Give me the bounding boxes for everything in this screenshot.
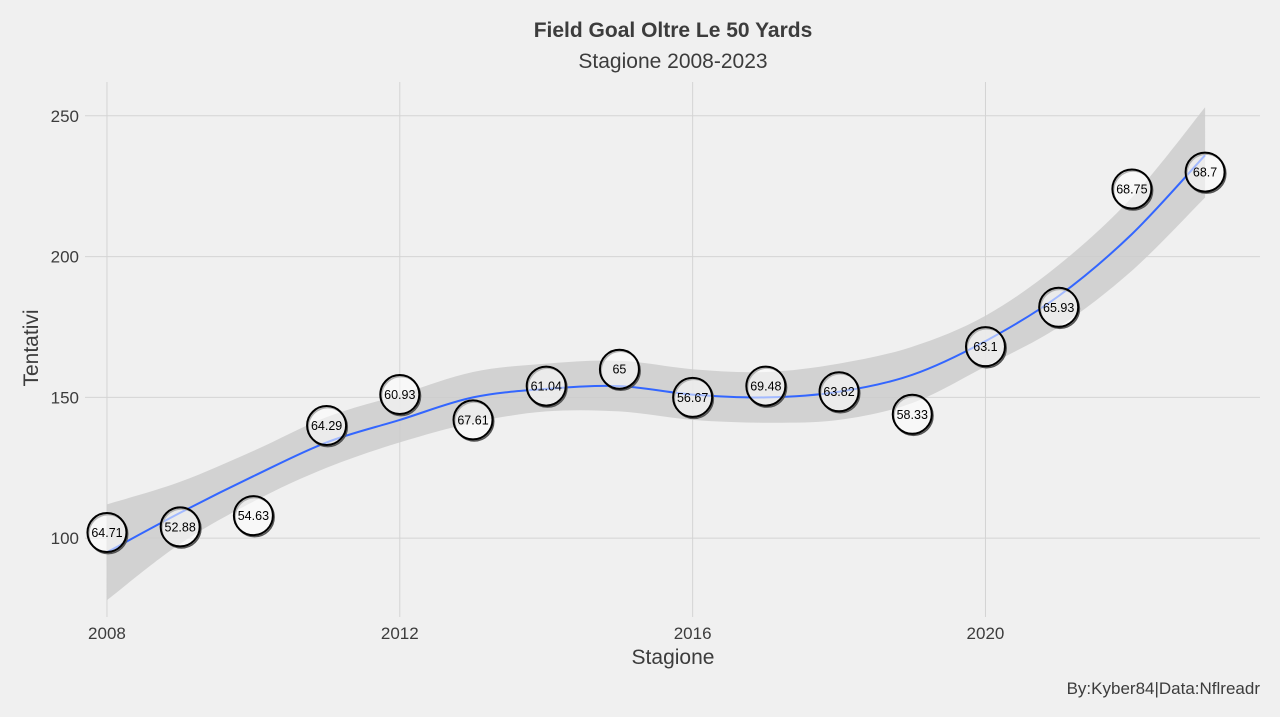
y-tick-label: 250 — [51, 107, 79, 126]
chart-caption: By:Kyber84|Data:Nflreadr — [1067, 679, 1261, 698]
data-point-2019: 58.33 — [891, 393, 934, 437]
data-label: 56.67 — [677, 391, 708, 405]
point-marker — [159, 506, 201, 548]
data-point-2021: 65.93 — [1038, 286, 1081, 330]
data-label: 68.75 — [1116, 183, 1147, 197]
point-marker — [306, 405, 348, 447]
x-tick-label: 2016 — [674, 624, 712, 643]
point-marker — [1111, 168, 1153, 210]
point-marker — [891, 393, 933, 435]
trend-line — [106, 154, 1206, 554]
point-marker — [1038, 286, 1080, 328]
y-tick-label: 200 — [51, 248, 79, 267]
points-group: 64.71 52.88 54.63 64.29 60.93 67.61 61.04 65 56.… — [86, 151, 1227, 555]
x-tick-label: 2012 — [381, 624, 419, 643]
data-point-2018: 63.82 — [818, 371, 861, 414]
data-point-2016: 56.67 — [672, 376, 715, 420]
data-point-2011: 64.29 — [306, 405, 349, 448]
y-tick-label: 150 — [51, 388, 79, 407]
x-tick-label: 2020 — [967, 624, 1005, 643]
data-point-2015: 65 — [598, 348, 641, 392]
point-marker — [964, 326, 1006, 368]
trend-line-group — [106, 154, 1206, 554]
x-tick-label: 2008 — [88, 624, 126, 643]
point-marker — [598, 348, 640, 390]
data-label: 65 — [612, 363, 626, 377]
data-label: 58.33 — [897, 408, 928, 422]
point-marker — [525, 365, 567, 407]
point-marker — [379, 374, 421, 416]
data-point-2008: 64.71 — [86, 512, 129, 555]
data-point-2009: 52.88 — [159, 506, 202, 549]
chart-title: Field Goal Oltre Le 50 Yards — [534, 19, 813, 42]
point-marker — [86, 512, 128, 554]
y-tick-label: 100 — [51, 529, 79, 548]
chart-subtitle: Stagione 2008-2023 — [578, 50, 767, 73]
point-marker — [818, 371, 860, 413]
data-label: 64.29 — [311, 419, 342, 433]
data-label: 65.93 — [1043, 301, 1074, 315]
data-point-2010: 54.63 — [232, 495, 275, 538]
point-marker — [745, 365, 787, 407]
point-marker — [232, 495, 274, 537]
data-point-2023: 68.7 — [1184, 151, 1227, 194]
data-point-2017: 69.48 — [745, 365, 788, 408]
data-point-2012: 60.93 — [379, 374, 422, 417]
data-label: 61.04 — [531, 380, 562, 394]
grid — [85, 82, 1260, 617]
y-axis-ticks: 100 150 200 250 — [51, 107, 79, 548]
data-label: 63.82 — [823, 385, 854, 399]
data-label: 63.1 — [973, 340, 997, 354]
data-label: 52.88 — [165, 520, 196, 534]
data-label: 64.71 — [91, 526, 122, 540]
data-label: 54.63 — [238, 509, 269, 523]
data-label: 69.48 — [750, 380, 781, 394]
data-point-2013: 67.61 — [452, 399, 495, 442]
point-marker — [1184, 151, 1226, 193]
data-point-2014: 61.04 — [525, 365, 568, 408]
x-axis-title: Stagione — [632, 646, 715, 669]
data-point-2022: 68.75 — [1111, 168, 1154, 211]
data-point-2020: 63.1 — [964, 326, 1007, 369]
data-label: 67.61 — [457, 413, 488, 427]
data-label: 68.7 — [1193, 166, 1217, 180]
x-axis-ticks: 2008 2012 2016 2020 — [88, 624, 1004, 643]
point-marker — [672, 376, 714, 418]
y-axis-title: Tentativi — [20, 309, 43, 386]
data-label: 60.93 — [384, 388, 415, 402]
point-marker — [452, 399, 494, 441]
